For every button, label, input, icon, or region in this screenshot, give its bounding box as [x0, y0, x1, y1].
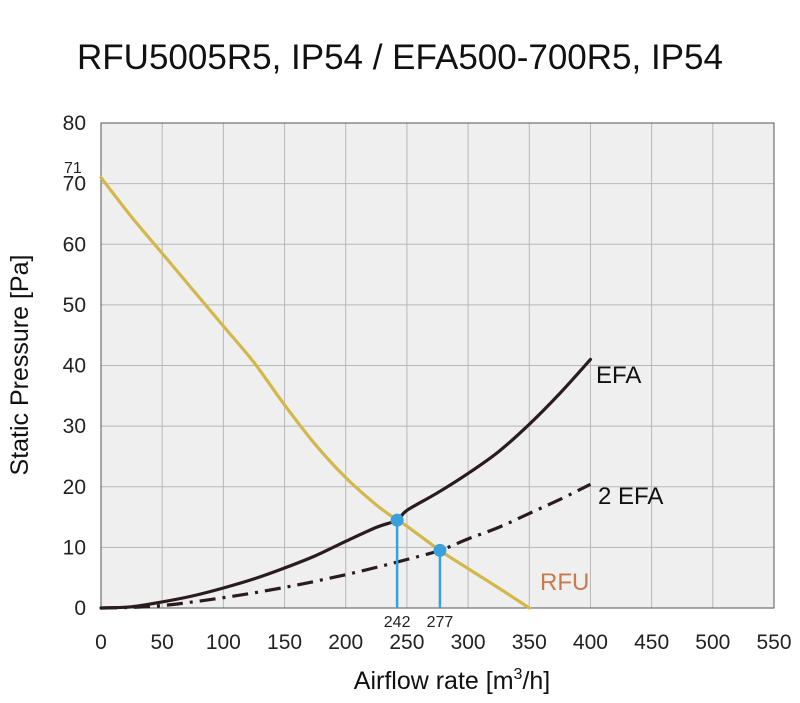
- series-label-rfu: RFU: [540, 569, 589, 596]
- x-tick-label: 200: [328, 631, 363, 654]
- x-tick-label: 400: [573, 631, 608, 654]
- intersection-label: 277: [427, 614, 454, 631]
- x-tick-label: 150: [267, 631, 302, 654]
- x-axis-ticks: 0 50 100 150 200 250 300 350 400 450 500 550: [95, 631, 791, 654]
- y-tick-label: 70: [63, 173, 86, 196]
- series-label-2-efa: 2 EFA: [598, 483, 663, 510]
- x-tick-label: 250: [389, 631, 424, 654]
- x-axis-title: Airflow rate [m3/h]: [354, 666, 550, 695]
- intersection-point: [433, 543, 447, 557]
- y-axis-ticks: 0 10 20 30 40 50 60 70 80: [63, 112, 86, 620]
- y-tick-label: 40: [63, 355, 86, 378]
- x-tick-label: 500: [695, 631, 730, 654]
- x-tick-label: 50: [151, 631, 174, 654]
- intersection-point: [390, 513, 404, 527]
- y-tick-label: 60: [63, 233, 86, 256]
- x-tick-label: 350: [512, 631, 547, 654]
- y-tick-label: 10: [63, 536, 86, 559]
- y-tick-label: 50: [63, 294, 86, 317]
- x-tick-label: 100: [206, 631, 241, 654]
- y-tick-label: 20: [63, 476, 86, 499]
- x-tick-label: 550: [756, 631, 791, 654]
- series-line-rfu: [99, 175, 531, 610]
- y-tick-label: 0: [74, 597, 86, 620]
- series-line-efa: [99, 357, 593, 610]
- intersection-markers: 242 277: [384, 513, 454, 631]
- series-label-efa: EFA: [596, 362, 641, 389]
- series-labels: RFU EFA 2 EFA: [540, 362, 663, 596]
- intersection-label: 242: [384, 614, 411, 631]
- x-tick-label: 0: [95, 631, 107, 654]
- y-tick-label: 80: [63, 112, 86, 135]
- x-axis-title-superscript: 3: [514, 666, 523, 683]
- x-tick-label: 450: [634, 631, 669, 654]
- series-lines: [99, 175, 593, 610]
- y-axis-title: Static Pressure [Pa]: [6, 255, 34, 476]
- y-axis-max-annotation: 71: [64, 160, 82, 177]
- chart-title: RFU5005R5, IP54 / EFA500-700R5, IP54: [77, 38, 723, 77]
- x-tick-label: 300: [451, 631, 486, 654]
- y-tick-label: 30: [63, 415, 86, 438]
- plot-frame: [100, 122, 775, 609]
